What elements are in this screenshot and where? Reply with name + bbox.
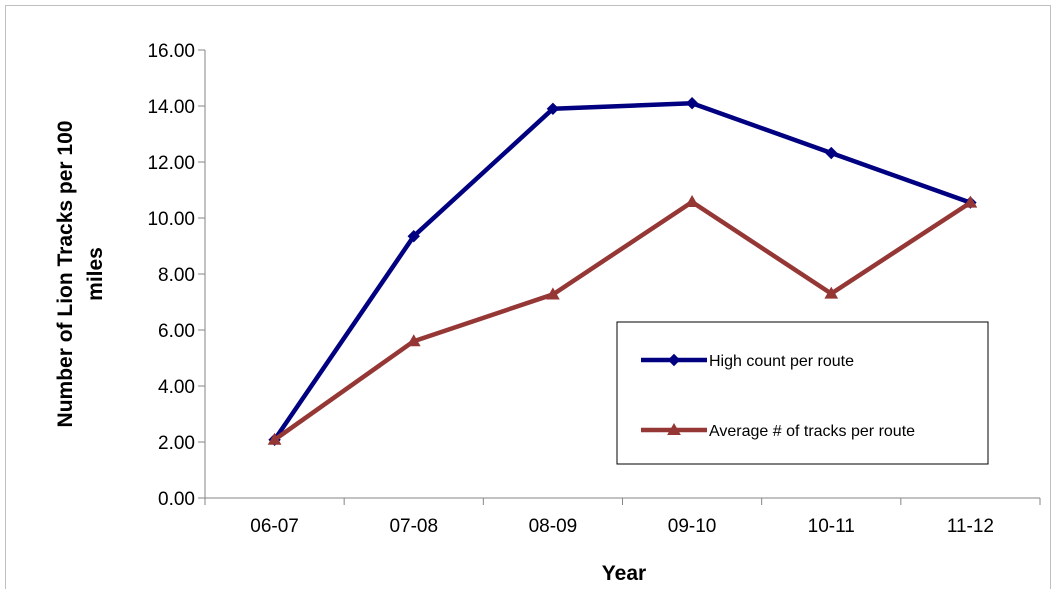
y-tick-label: 0.00 (158, 489, 195, 510)
legend-label: Average # of tracks per route (709, 423, 915, 440)
data-point (546, 287, 560, 300)
x-tick-label: 11-12 (947, 516, 994, 537)
data-point (406, 334, 421, 347)
x-tick-label: 06-07 (250, 516, 299, 537)
data-point (963, 195, 978, 208)
data-point (824, 286, 839, 299)
y-axis-title: Number of Lion Tracks per 100 miles (54, 121, 107, 428)
y-tick-label: 12.00 (147, 153, 195, 174)
data-point (267, 432, 282, 445)
series-line (273, 199, 972, 442)
legend: High count per route Average # of tracks … (616, 321, 989, 465)
data-point (685, 96, 699, 110)
y-tick-label: 6.00 (158, 321, 195, 342)
y-tick-label: 16.00 (147, 41, 195, 62)
y-tick-label: 8.00 (158, 265, 195, 286)
x-tick-label: 08-09 (529, 516, 578, 537)
x-tick-label: 10-11 (808, 516, 855, 537)
x-tick-label: 09-10 (668, 516, 717, 537)
data-point (546, 102, 560, 116)
y-tick-label: 4.00 (158, 377, 195, 398)
series-2 (267, 195, 978, 445)
series-layer (267, 96, 978, 446)
y-tick-label: 2.00 (158, 433, 195, 454)
legend-marker (667, 422, 681, 435)
legend-item: Average # of tracks per route (641, 422, 915, 440)
x-axis: 06-07 07-08 08-09 09-10 10-11 11-12 (204, 497, 1041, 537)
series-line (272, 100, 972, 442)
x-axis-title: Year (602, 562, 646, 585)
legend-label: High count per route (709, 353, 854, 370)
y-tick-label: 10.00 (147, 209, 195, 230)
y-axis-title-line1: Number of Lion Tracks per 100 (54, 121, 77, 428)
y-axis-title-line2: miles (84, 247, 107, 301)
legend-box (616, 321, 989, 465)
y-axis: 0.00 2.00 4.00 6.00 8.00 10.00 12.00 14.00 16.00 (147, 41, 206, 510)
x-tick-label: 07-08 (389, 516, 438, 537)
data-point (825, 146, 838, 160)
legend-marker (667, 353, 681, 367)
data-point (407, 229, 420, 243)
chart-frame (5, 5, 1051, 589)
y-tick-label: 14.00 (147, 97, 195, 118)
legend-item: High count per route (641, 353, 854, 370)
data-point (685, 195, 699, 208)
